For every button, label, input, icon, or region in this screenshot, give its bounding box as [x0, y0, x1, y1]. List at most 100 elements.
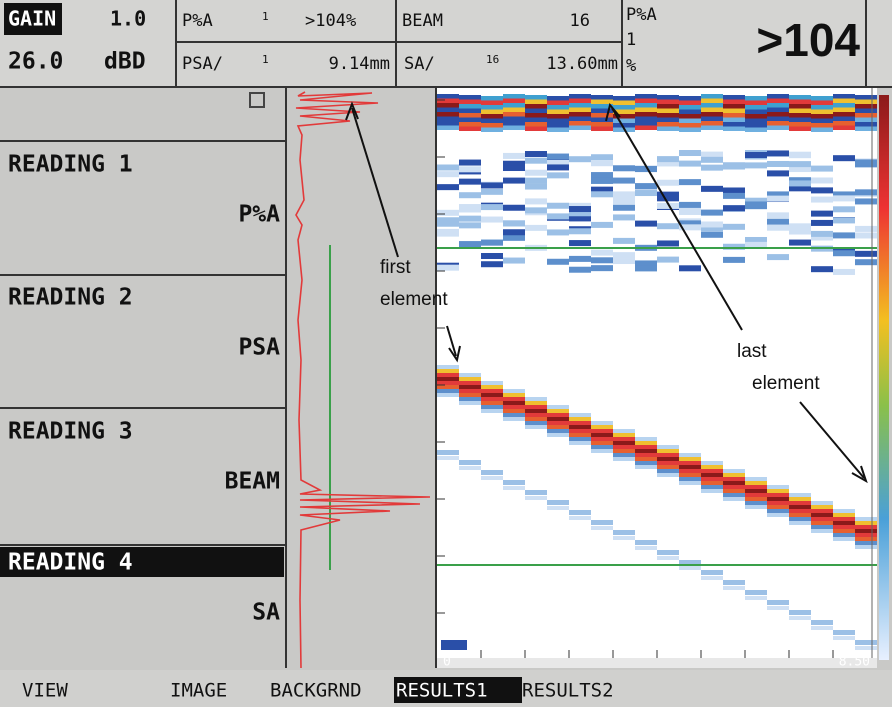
b-scan	[437, 88, 877, 658]
b-scan-cell	[613, 449, 635, 453]
menu-key[interactable]: RESULTS1	[396, 680, 488, 702]
b-scan-cell	[789, 151, 811, 158]
b-scan-cell	[767, 150, 789, 157]
b-scan-cell	[437, 125, 459, 130]
b-scan-cell	[591, 421, 613, 425]
b-scan-cell	[635, 98, 657, 103]
b-scan-cell	[767, 212, 789, 219]
b-scan-cell	[459, 108, 481, 113]
b-scan-cell	[701, 473, 723, 477]
b-scan-cell	[459, 117, 481, 122]
b-scan-cell	[789, 239, 811, 246]
b-scan-cell	[789, 177, 811, 184]
b-scan-cell	[459, 377, 481, 381]
b-scan-cell	[789, 113, 811, 118]
b-scan-cell	[701, 461, 723, 465]
b-scan-cell	[811, 234, 833, 241]
b-scan-cell	[767, 489, 789, 493]
b-scan-cell	[525, 126, 547, 131]
b-scan-cell	[481, 127, 503, 132]
b-scan-cell	[635, 220, 657, 227]
menu-key[interactable]: BACKGRND	[270, 680, 362, 702]
b-scan-cell	[591, 191, 613, 198]
b-scan-cell	[657, 95, 679, 100]
b-scan-cell	[459, 204, 481, 211]
b-scan-cell	[789, 126, 811, 131]
menu-key[interactable]: IMAGE	[170, 680, 227, 702]
b-scan-cell	[833, 112, 855, 117]
b-scan-cell	[459, 397, 481, 401]
b-scan-cell	[701, 112, 723, 117]
b-scan-cell	[855, 517, 877, 521]
reading-param: P%A	[238, 202, 280, 228]
b-scan-cell	[679, 457, 701, 461]
b-scan-cell	[811, 118, 833, 123]
b-scan-cell	[591, 160, 613, 167]
cell-sub: 16	[486, 53, 499, 66]
b-scan-cell	[701, 465, 723, 469]
b-scan-cell	[723, 205, 745, 212]
b-scan-cell	[569, 103, 591, 108]
b-scan-cell	[591, 429, 613, 433]
b-scan-cell	[789, 117, 811, 122]
b-scan-cell	[437, 373, 459, 377]
b-scan-cell	[525, 413, 547, 417]
b-scan-cell	[701, 116, 723, 121]
b-scan-cell	[613, 114, 635, 119]
b-scan-cell	[481, 393, 503, 397]
menu-key[interactable]: RESULTS2	[522, 680, 614, 702]
b-scan-cell	[547, 100, 569, 105]
cell-value: 13.60mm	[546, 54, 618, 74]
b-scan-cell	[613, 258, 635, 265]
b-scan-cell	[789, 517, 811, 521]
b-scan-cell	[503, 405, 525, 409]
b-scan-cell	[767, 107, 789, 112]
b-scan-cell	[679, 201, 701, 208]
b-scan-cell	[811, 165, 833, 172]
b-scan-cell	[701, 576, 723, 580]
b-scan-cell	[745, 236, 767, 243]
b-scan-cell	[657, 240, 679, 247]
b-scan-cell	[833, 98, 855, 103]
b-scan-cell	[591, 445, 613, 449]
b-scan-cell	[613, 191, 635, 198]
b-scan-cell	[569, 425, 591, 429]
b-scan-cell	[679, 461, 701, 465]
save-icon	[249, 92, 265, 108]
b-scan-cell	[855, 521, 877, 525]
b-scan-cell	[767, 509, 789, 513]
b-scan-cell	[481, 118, 503, 123]
b-scan-cell	[591, 104, 613, 109]
b-scan-cell	[701, 156, 723, 163]
b-scan-cell	[481, 96, 503, 101]
b-scan-cell	[635, 465, 657, 469]
b-scan-cell	[459, 215, 481, 222]
b-scan-cell	[811, 123, 833, 128]
b-scan-cell	[503, 397, 525, 401]
b-scan-cell	[855, 225, 877, 232]
annotation-text: last	[737, 341, 767, 362]
b-scan-cell	[569, 266, 591, 273]
b-scan-cell	[569, 94, 591, 99]
b-scan-cell	[723, 481, 745, 485]
b-scan-cell	[613, 457, 635, 461]
b-scan-cell	[635, 265, 657, 272]
b-scan-cell	[459, 460, 481, 465]
menu-key[interactable]: VIEW	[22, 680, 68, 702]
b-scan-cell	[613, 100, 635, 105]
annotation-arrows	[345, 101, 868, 484]
b-scan-cell	[525, 151, 547, 158]
b-scan-cell	[591, 249, 613, 256]
b-scan-cell	[679, 469, 701, 473]
b-scan-cell	[437, 389, 459, 393]
b-scan-cell	[525, 117, 547, 122]
cell-sub: 1	[262, 53, 269, 66]
scan-start: 0	[443, 655, 451, 670]
b-scan-cell	[525, 425, 547, 429]
b-scan-cell	[459, 389, 481, 393]
b-scan-cell	[811, 513, 833, 517]
b-scan-cell	[723, 95, 745, 100]
b-scan-cell	[481, 109, 503, 114]
b-scan-cell	[547, 213, 569, 220]
a-scan-trace	[295, 91, 431, 669]
